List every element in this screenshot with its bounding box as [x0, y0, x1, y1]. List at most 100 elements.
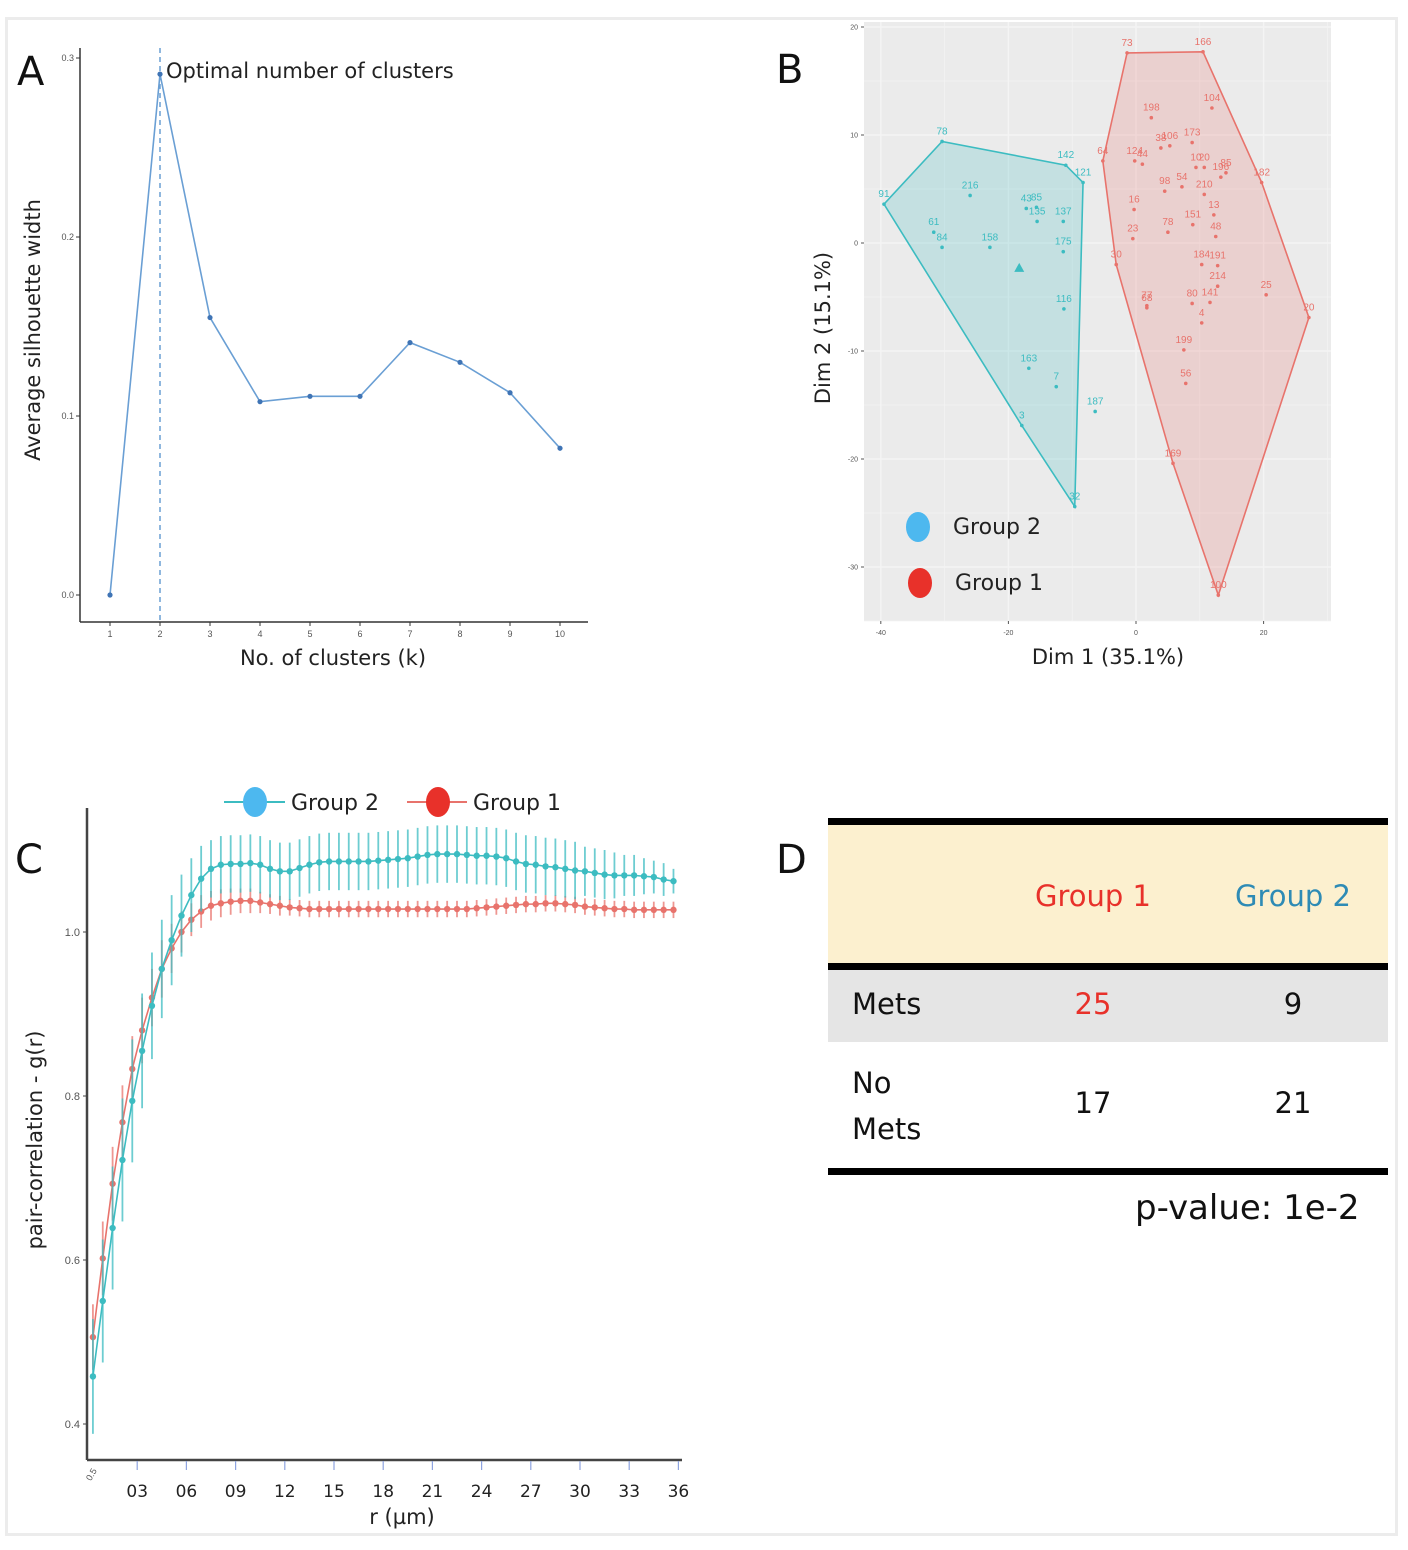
series-point [453, 850, 461, 858]
c-x-tick-label: 24 [471, 1482, 493, 1502]
a-x-tick-label: 6 [357, 629, 362, 639]
series-point [532, 861, 539, 868]
c-x-tick-label: 03 [126, 1482, 148, 1502]
series-point [670, 877, 677, 885]
silhouette-point [507, 390, 513, 396]
point-label: 175 [1055, 237, 1072, 248]
series-point [384, 905, 392, 913]
series-point [562, 865, 569, 873]
series-point [630, 872, 638, 879]
series-point [414, 905, 421, 913]
b-x-tick-label: -40 [876, 630, 886, 637]
point-label: 163 [1020, 353, 1037, 364]
point-label: 61 [928, 217, 940, 228]
point-label: 91 [878, 189, 890, 200]
series-point [394, 855, 402, 863]
point-label: 216 [962, 180, 979, 191]
series-point [424, 905, 431, 913]
a-x-tick-label: 7 [407, 629, 412, 639]
scatter-point [1101, 159, 1105, 163]
c-y-axis-title: pair-correlation - g(r) [23, 1031, 47, 1250]
scatter-point [1125, 51, 1129, 55]
scatter-point [1072, 504, 1077, 509]
centroid-marker [1014, 262, 1025, 272]
scatter-point [1215, 263, 1220, 268]
scatter-point [940, 139, 944, 144]
scatter-point [1019, 423, 1024, 428]
series-point [296, 864, 303, 872]
a-y-tick-label: 0.3 [61, 53, 74, 63]
scatter-point [1190, 140, 1194, 145]
optimal-clusters-annotation: Optimal number of clusters [166, 59, 454, 83]
silhouette-point [557, 445, 563, 451]
scatter-point [1201, 50, 1205, 54]
scatter-point [1035, 219, 1039, 224]
point-label: 173 [1184, 128, 1201, 139]
series-point [670, 906, 677, 914]
series-point [325, 858, 333, 865]
series-point [542, 900, 549, 907]
point-label: 43 [1021, 193, 1033, 204]
point-label: 98 [1159, 176, 1171, 187]
series-point [286, 904, 293, 911]
a-x-tick-label: 5 [307, 629, 312, 639]
scatter-point [1182, 348, 1186, 352]
row-label-mets: Mets [852, 987, 922, 1021]
legend-group2-label: Group 2 [291, 791, 379, 816]
point-label: 85 [1031, 192, 1043, 203]
point-label: 3 [1019, 411, 1025, 422]
point-label: 80 [1187, 288, 1199, 299]
series-point [473, 852, 480, 859]
mets-group1-value: 25 [1074, 987, 1112, 1021]
c-y-tick-label: 0.6 [65, 1255, 80, 1267]
point-label: 196 [1213, 162, 1230, 173]
series-point [571, 867, 579, 874]
point-label: 68 [1141, 293, 1153, 304]
series-point [266, 900, 274, 908]
series-point [394, 905, 402, 913]
table-header-row: Group 1 Group 2 [828, 825, 1388, 963]
series-point [522, 860, 530, 868]
scatter-point [1202, 192, 1207, 197]
table-bottom-rule [828, 1168, 1388, 1175]
series-point [276, 902, 284, 909]
point-label: 16 [1129, 195, 1141, 206]
scatter-point [1171, 461, 1175, 466]
scatter-point [1132, 207, 1136, 212]
series-group-1 [89, 888, 677, 1370]
series-point [188, 891, 195, 899]
scatter-point [988, 245, 992, 250]
b-y-tick-label: 10 [850, 133, 858, 140]
no-mets-group1-value: 17 [1074, 1086, 1112, 1120]
p-value: p-value: 1e-2 [1135, 1188, 1360, 1228]
header-group2: Group 2 [1235, 879, 1351, 913]
series-line [92, 900, 674, 1338]
point-label: 73 [1122, 38, 1134, 49]
scatter-point [1219, 175, 1223, 179]
scatter-point [1213, 234, 1218, 239]
panel-letter-a: A [17, 49, 45, 95]
series-point [571, 901, 579, 909]
point-label: 169 [1165, 448, 1182, 459]
series-point [591, 904, 598, 911]
scatter-point [1190, 222, 1195, 227]
silhouette-point [207, 314, 213, 321]
series-point [611, 905, 618, 913]
b-y-tick-label: 0 [854, 241, 858, 248]
series-point [266, 865, 274, 873]
series-point [660, 906, 667, 914]
point-label: 187 [1087, 396, 1104, 407]
b-plot-background [864, 22, 1331, 621]
point-label: 100 [1210, 580, 1227, 591]
series-point [601, 871, 608, 878]
series-point [503, 902, 510, 909]
scatter-point [1168, 144, 1172, 148]
scatter-point [1208, 300, 1212, 305]
point-label: 10 [1190, 152, 1202, 163]
scatter-point [1131, 236, 1135, 241]
b-y-axis-title: Dim 2 (15.1%) [811, 252, 835, 404]
series-point [591, 869, 598, 877]
series-point [286, 868, 293, 875]
c-y-tick-label: 0.8 [65, 1091, 80, 1103]
series-point [227, 898, 234, 905]
